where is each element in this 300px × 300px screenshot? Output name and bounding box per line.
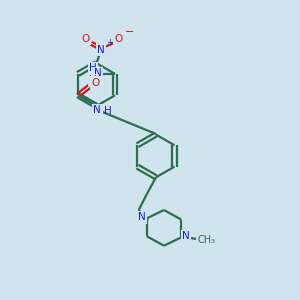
Text: N: N bbox=[138, 212, 146, 222]
Text: N: N bbox=[97, 45, 105, 55]
Text: H: H bbox=[104, 106, 112, 116]
Text: H: H bbox=[89, 63, 97, 73]
Text: N: N bbox=[182, 231, 190, 241]
Text: CH₃: CH₃ bbox=[198, 236, 216, 245]
Text: O: O bbox=[81, 34, 89, 44]
Text: N: N bbox=[93, 105, 101, 115]
Text: N: N bbox=[94, 68, 102, 78]
Text: O: O bbox=[92, 77, 100, 88]
Text: O: O bbox=[114, 34, 122, 44]
Text: H: H bbox=[89, 75, 97, 85]
Text: +: + bbox=[106, 38, 113, 47]
Text: −: − bbox=[125, 27, 134, 37]
